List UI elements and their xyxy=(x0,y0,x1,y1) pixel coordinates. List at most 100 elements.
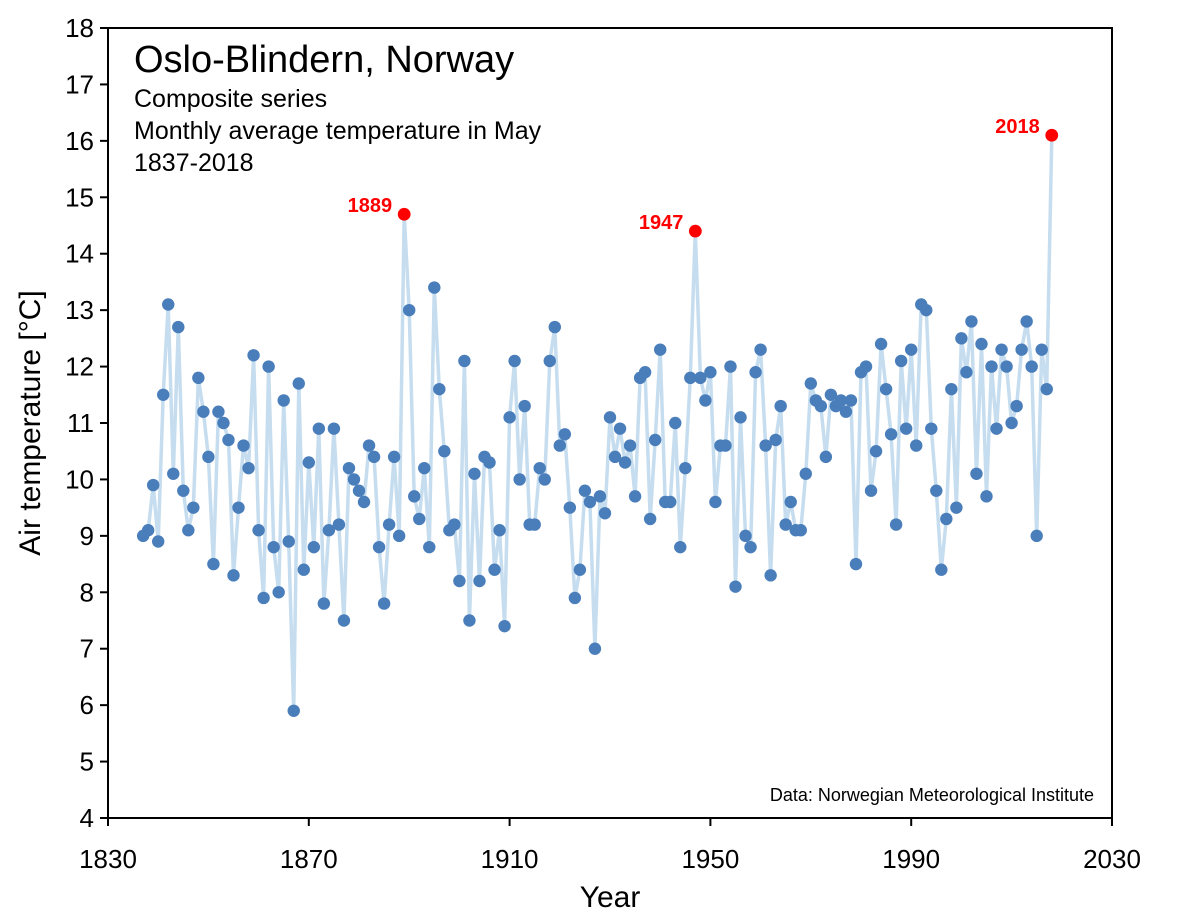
data-point xyxy=(508,354,521,368)
data-point xyxy=(583,495,597,509)
y-tick-label: 8 xyxy=(80,577,94,607)
data-point xyxy=(312,422,326,435)
data-point xyxy=(387,450,401,464)
y-tick-label: 17 xyxy=(65,69,94,99)
x-tick-label: 1910 xyxy=(481,844,539,874)
data-point xyxy=(749,366,762,379)
data-point xyxy=(608,450,622,464)
data-point xyxy=(528,518,541,531)
data-point xyxy=(518,399,531,413)
data-point xyxy=(513,473,526,486)
data-point xyxy=(905,343,918,356)
data-point xyxy=(423,540,436,554)
data-point xyxy=(242,461,255,475)
data-point xyxy=(322,524,336,537)
y-tick-label: 4 xyxy=(80,803,94,833)
data-point xyxy=(202,450,215,464)
data-point xyxy=(438,445,451,458)
data-point xyxy=(553,439,566,452)
data-point xyxy=(352,484,366,497)
data-point xyxy=(965,315,978,328)
data-point xyxy=(372,540,386,554)
data-point xyxy=(418,461,431,475)
data-point xyxy=(724,360,737,373)
data-point xyxy=(207,557,220,571)
y-tick-label: 5 xyxy=(80,747,94,777)
data-point xyxy=(990,422,1003,435)
data-point xyxy=(342,461,356,475)
data-point xyxy=(568,591,582,605)
data-point xyxy=(347,473,361,486)
data-point xyxy=(819,450,833,464)
data-point xyxy=(638,366,652,379)
data-point xyxy=(377,597,391,610)
data-point xyxy=(252,524,265,537)
chart-subtitle-line-3: 1837-2018 xyxy=(134,149,254,177)
y-tick-label: 14 xyxy=(65,239,94,269)
data-point xyxy=(849,557,863,571)
y-tick-label: 16 xyxy=(65,126,94,156)
data-point xyxy=(237,439,250,452)
data-point xyxy=(458,354,471,368)
highlight-layer: 1889 1947 2018 xyxy=(348,116,1059,238)
x-tick-label: 2030 xyxy=(1083,844,1141,874)
chart-title: Oslo-Blindern, Norway xyxy=(134,39,514,81)
x-tick-label: 1830 xyxy=(79,844,137,874)
data-point xyxy=(679,461,692,475)
data-point xyxy=(282,535,295,548)
data-point xyxy=(834,394,848,407)
series-line-layer xyxy=(141,135,1054,713)
data-point xyxy=(267,540,280,554)
data-point xyxy=(307,540,321,554)
data-point xyxy=(648,433,662,447)
data-point xyxy=(709,495,722,509)
data-point xyxy=(784,495,797,509)
y-tick-label: 12 xyxy=(65,352,94,382)
data-point xyxy=(453,574,466,588)
data-point xyxy=(935,563,948,576)
y-tick-label: 15 xyxy=(65,182,94,212)
data-point xyxy=(222,433,235,447)
highlight-label: 1889 xyxy=(348,195,393,217)
data-point xyxy=(197,405,210,418)
data-point xyxy=(187,501,200,514)
data-point xyxy=(804,377,817,390)
data-point xyxy=(277,394,290,407)
temperature-series-line xyxy=(141,135,1054,713)
data-point xyxy=(664,495,677,509)
data-point xyxy=(483,456,496,469)
y-axis-title: Air temperature [°C] xyxy=(14,290,47,555)
data-point xyxy=(864,484,878,497)
data-point xyxy=(468,467,481,480)
data-point xyxy=(774,399,787,413)
highlight-point xyxy=(688,224,702,238)
data-point xyxy=(699,394,712,407)
data-point xyxy=(362,439,376,452)
data-point xyxy=(152,535,165,548)
data-point xyxy=(217,416,230,430)
data-point xyxy=(533,461,546,475)
data-point xyxy=(618,456,632,469)
data-point xyxy=(448,518,461,531)
data-point xyxy=(613,422,627,435)
chart-subtitle-line-1: Composite series xyxy=(134,85,327,113)
y-tick-label: 9 xyxy=(80,521,94,551)
data-point xyxy=(669,416,682,430)
data-point xyxy=(960,366,973,379)
data-point xyxy=(573,563,587,576)
data-point xyxy=(563,501,577,514)
data-point xyxy=(593,490,607,503)
data-point xyxy=(357,495,371,509)
data-point xyxy=(684,371,697,385)
data-point xyxy=(327,422,341,435)
data-point xyxy=(257,591,270,605)
data-point xyxy=(930,484,943,497)
data-point xyxy=(172,320,185,334)
data-point xyxy=(463,614,476,627)
data-point xyxy=(769,433,782,447)
data-point xyxy=(910,439,923,452)
data-point xyxy=(337,614,351,627)
data-point xyxy=(754,343,767,356)
data-point xyxy=(794,524,807,537)
